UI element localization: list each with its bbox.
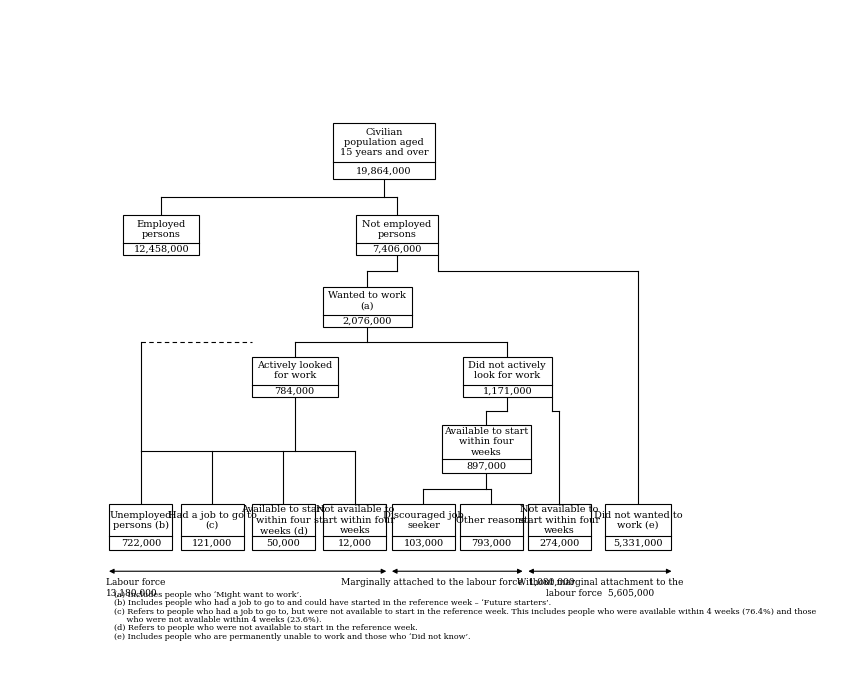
- Text: 121,000: 121,000: [192, 539, 233, 548]
- Bar: [332, 123, 435, 179]
- Text: 784,000: 784,000: [274, 386, 314, 395]
- Bar: [605, 505, 671, 550]
- Text: 50,000: 50,000: [267, 539, 301, 548]
- Bar: [460, 505, 523, 550]
- Text: Employed
persons: Employed persons: [136, 220, 186, 239]
- Text: Available to start
within four
weeks: Available to start within four weeks: [444, 427, 528, 457]
- Text: 5,331,000: 5,331,000: [613, 539, 663, 548]
- Text: (b) Includes people who had a job to go to and could have started in the referen: (b) Includes people who had a job to go …: [114, 600, 551, 607]
- Text: (a) Includes people who ‘Might want to work’.: (a) Includes people who ‘Might want to w…: [114, 591, 302, 599]
- Text: Did not wanted to
work (e): Did not wanted to work (e): [594, 511, 682, 530]
- Text: Not available to
start within four
weeks: Not available to start within four weeks: [519, 505, 600, 535]
- Bar: [441, 425, 531, 473]
- Text: 19,864,000: 19,864,000: [356, 166, 412, 175]
- Bar: [356, 215, 438, 255]
- Text: 274,000: 274,000: [539, 539, 579, 548]
- Text: Marginally attached to the labour force  1,080,000: Marginally attached to the labour force …: [341, 578, 574, 587]
- Text: 1,171,000: 1,171,000: [482, 386, 532, 395]
- Text: Labour force
13,180,000: Labour force 13,180,000: [106, 578, 165, 597]
- Text: Wanted to work
(a): Wanted to work (a): [328, 291, 406, 311]
- Bar: [392, 505, 455, 550]
- Text: (c) Refers to people who had a job to go to, but were not available to start in : (c) Refers to people who had a job to go…: [114, 608, 817, 616]
- Text: 103,000: 103,000: [403, 539, 444, 548]
- Text: Without marginal attachment to the
labour force  5,605,000: Without marginal attachment to the labou…: [516, 578, 683, 597]
- Bar: [252, 505, 315, 550]
- Text: Other reasons: Other reasons: [457, 516, 527, 525]
- Text: 897,000: 897,000: [466, 461, 506, 470]
- Text: Actively looked
for work: Actively looked for work: [257, 361, 332, 380]
- Text: Not employed
persons: Not employed persons: [362, 220, 432, 239]
- Text: Civilian
population aged
15 years and over: Civilian population aged 15 years and ov…: [339, 128, 429, 157]
- Text: 12,000: 12,000: [337, 539, 371, 548]
- Text: 2,076,000: 2,076,000: [343, 316, 392, 325]
- Text: (e) Includes people who are permanently unable to work and those who ‘Did not kn: (e) Includes people who are permanently …: [114, 633, 471, 641]
- Bar: [323, 287, 412, 327]
- Text: 12,458,000: 12,458,000: [134, 245, 189, 254]
- Bar: [181, 505, 244, 550]
- Text: Available to start
within four
weeks (d): Available to start within four weeks (d): [241, 505, 325, 535]
- Text: Unemployed
persons (b): Unemployed persons (b): [110, 510, 172, 530]
- Text: who were not available within 4 weeks (23.6%).: who were not available within 4 weeks (2…: [114, 616, 322, 624]
- Bar: [109, 505, 172, 550]
- Bar: [324, 505, 386, 550]
- Text: 793,000: 793,000: [471, 539, 511, 548]
- Text: Discouraged job
seeker: Discouraged job seeker: [383, 511, 463, 530]
- Text: Had a job to go to
(c): Had a job to go to (c): [168, 511, 256, 530]
- Bar: [252, 357, 337, 397]
- Text: Did not actively
look for work: Did not actively look for work: [469, 361, 546, 380]
- Bar: [528, 505, 590, 550]
- Text: 722,000: 722,000: [121, 539, 161, 548]
- Text: (d) Refers to people who were not available to start in the reference week.: (d) Refers to people who were not availa…: [114, 625, 418, 632]
- Text: Not available to
start within four
weeks: Not available to start within four weeks: [314, 505, 395, 535]
- Text: 7,406,000: 7,406,000: [372, 245, 422, 254]
- Bar: [463, 357, 552, 397]
- Bar: [124, 215, 199, 255]
